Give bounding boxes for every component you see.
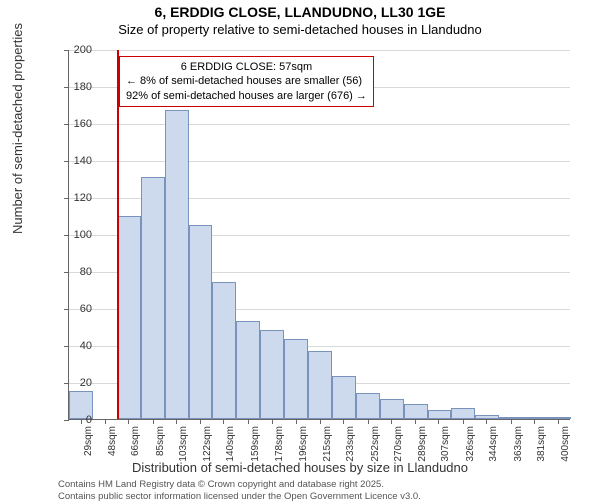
x-tick <box>486 419 487 424</box>
chart-area: 6 ERDDIG CLOSE: 57sqm← 8% of semi-detach… <box>68 50 570 420</box>
plot-area: 6 ERDDIG CLOSE: 57sqm← 8% of semi-detach… <box>68 50 570 420</box>
x-tick <box>176 419 177 424</box>
chart-title: 6, ERDDIG CLOSE, LLANDUDNO, LL30 1GE <box>0 4 600 20</box>
histogram-bar <box>356 393 380 419</box>
histogram-bar <box>451 408 475 419</box>
y-tick-label: 140 <box>62 155 92 167</box>
x-tick <box>438 419 439 424</box>
annotation-line2: ← 8% of semi-detached houses are smaller… <box>126 74 367 88</box>
histogram-bar <box>212 282 236 419</box>
histogram-bar <box>236 321 260 419</box>
histogram-bar <box>117 216 141 420</box>
footer-line1: Contains HM Land Registry data © Crown c… <box>58 479 421 490</box>
x-tick <box>272 419 273 424</box>
y-axis-label: Number of semi-detached properties <box>10 23 25 234</box>
y-tick-label: 60 <box>62 303 92 315</box>
y-tick-label: 40 <box>62 340 92 352</box>
histogram-bar <box>141 177 165 419</box>
footer-attribution: Contains HM Land Registry data © Crown c… <box>58 479 421 502</box>
footer-line2: Contains public sector information licen… <box>58 491 421 502</box>
x-tick <box>223 419 224 424</box>
gridline <box>69 161 570 162</box>
histogram-bar <box>260 330 284 419</box>
y-tick-label: 20 <box>62 377 92 389</box>
histogram-bar <box>428 410 452 419</box>
histogram-bar <box>165 110 189 419</box>
y-tick-label: 100 <box>62 229 92 241</box>
histogram-bar <box>404 404 428 419</box>
x-tick <box>534 419 535 424</box>
x-tick <box>368 419 369 424</box>
annotation-line1: 6 ERDDIG CLOSE: 57sqm <box>126 60 367 74</box>
histogram-bar <box>475 415 499 419</box>
x-tick <box>343 419 344 424</box>
histogram-bar <box>380 399 404 419</box>
y-tick-label: 200 <box>62 44 92 56</box>
x-tick <box>391 419 392 424</box>
x-tick <box>558 419 559 424</box>
y-tick-label: 180 <box>62 81 92 93</box>
x-tick <box>248 419 249 424</box>
x-tick <box>511 419 512 424</box>
x-tick <box>296 419 297 424</box>
annotation-line3: 92% of semi-detached houses are larger (… <box>126 89 367 103</box>
x-tick <box>200 419 201 424</box>
histogram-bar <box>308 351 332 419</box>
x-axis-label: Distribution of semi-detached houses by … <box>0 460 600 475</box>
x-tick <box>153 419 154 424</box>
y-tick-label: 120 <box>62 192 92 204</box>
y-tick-label: 0 <box>62 414 92 426</box>
histogram-bar <box>189 225 213 419</box>
chart-subtitle: Size of property relative to semi-detach… <box>0 22 600 37</box>
x-tick <box>415 419 416 424</box>
x-tick <box>463 419 464 424</box>
x-tick <box>105 419 106 424</box>
y-tick-label: 160 <box>62 118 92 130</box>
annotation-box: 6 ERDDIG CLOSE: 57sqm← 8% of semi-detach… <box>119 56 374 107</box>
x-tick <box>320 419 321 424</box>
x-tick <box>128 419 129 424</box>
y-tick-label: 80 <box>62 266 92 278</box>
histogram-bar <box>284 339 308 419</box>
gridline <box>69 124 570 125</box>
histogram-bar <box>523 417 547 419</box>
gridline <box>69 50 570 51</box>
histogram-bar <box>332 376 356 419</box>
